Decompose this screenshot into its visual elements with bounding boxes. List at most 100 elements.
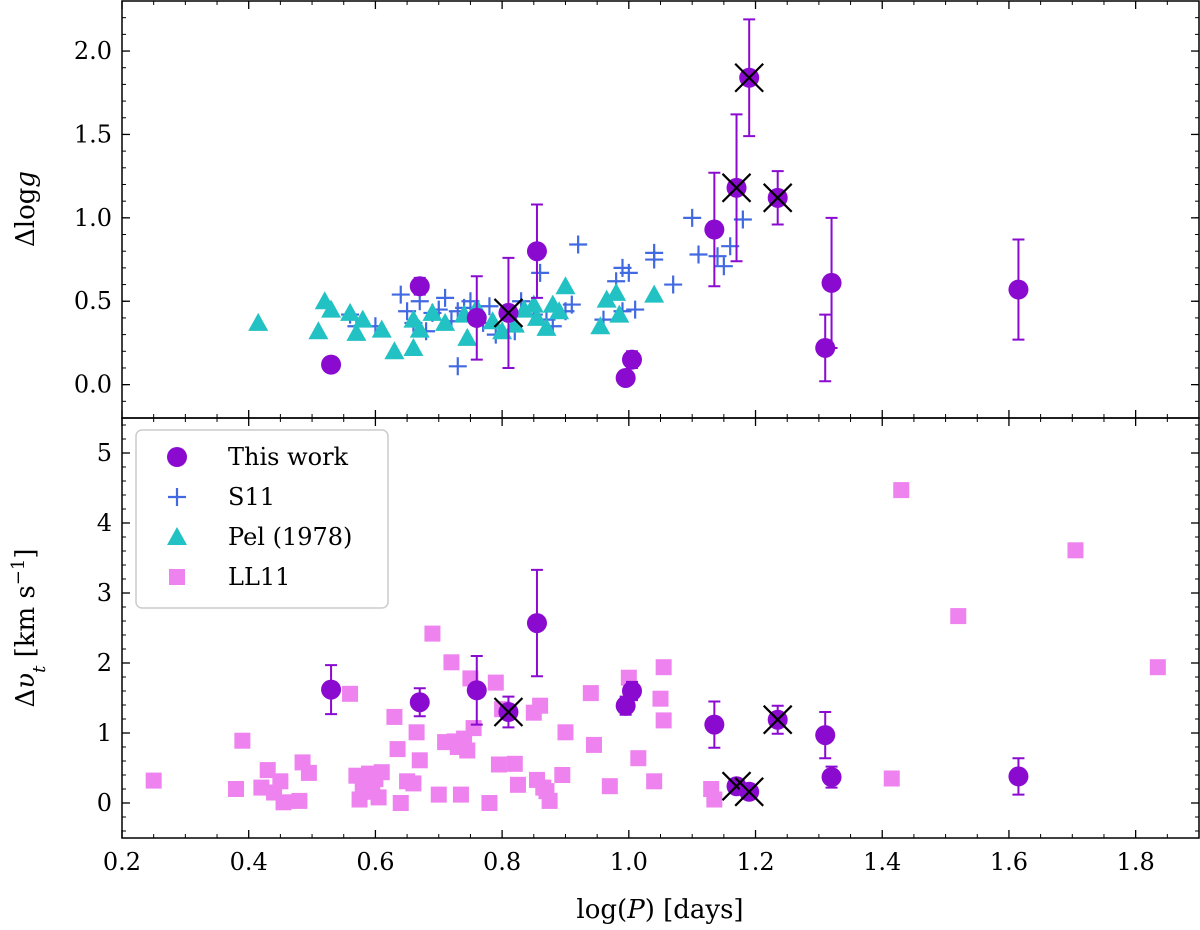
ll11-point <box>259 762 276 779</box>
y-tick-label: 2 <box>97 649 112 677</box>
ll11-point <box>272 773 289 790</box>
s11-point <box>480 297 499 316</box>
bottom-panel-ticks: 0.2 0.4 0.6 0.8 1.0 1.2 1.4 1.6 1.8 0 1 2 3 4 5 <box>97 418 1200 876</box>
y-tick-label: 1 <box>97 719 112 747</box>
y-tick-label: 4 <box>97 509 112 537</box>
ll11-point <box>386 708 403 725</box>
s11-point <box>645 243 664 262</box>
bottom-y-axis-label: Δυt [km s−1] <box>8 549 50 708</box>
this-work-point <box>621 349 642 370</box>
ll11-point <box>541 792 558 809</box>
ll11-point <box>452 786 469 803</box>
x-tick-label: 1.6 <box>990 848 1028 876</box>
s11-point <box>448 357 467 376</box>
ll11-point <box>950 608 967 625</box>
pel-1978-point <box>523 294 544 313</box>
legend-circle-marker <box>167 447 187 467</box>
ll11-point <box>275 794 292 811</box>
ll11-point <box>443 654 460 671</box>
ll11-point <box>145 772 162 789</box>
ll11-point <box>370 789 387 806</box>
bottom-panel-marks <box>145 482 1166 811</box>
flag-cross-marker <box>762 704 793 735</box>
ll11-point <box>490 756 507 773</box>
y-tick-label: 0 <box>97 789 112 817</box>
this-work-point <box>1008 766 1029 787</box>
this-work-point <box>615 367 636 388</box>
pel-1978-point <box>549 301 570 320</box>
this-work-point <box>821 767 842 788</box>
ll11-point <box>601 778 618 795</box>
ll11-point <box>424 625 441 642</box>
this-work-point <box>526 613 547 634</box>
pel-1978-point <box>596 289 617 308</box>
this-work-point <box>321 679 342 700</box>
ll11-point <box>408 724 425 741</box>
this-work-point <box>621 681 642 701</box>
pel-1978-point <box>644 284 665 303</box>
ll11-point <box>411 752 428 769</box>
pel-1978-point <box>409 319 430 338</box>
this-work-point <box>704 219 725 240</box>
ll11-point <box>234 732 251 749</box>
top-y-axis-label: Δlogg <box>11 171 41 247</box>
ll11-point <box>509 776 526 793</box>
ll11-point <box>342 685 359 702</box>
top-panel-frame <box>121 0 1200 419</box>
pel-1978-point <box>321 299 342 318</box>
s11-point <box>689 245 708 264</box>
legend-label: S11 <box>228 483 275 511</box>
pel-1978-point <box>606 282 627 301</box>
x-tick-label: 0.2 <box>103 848 141 876</box>
pel-1978-point <box>435 312 456 331</box>
ll11-point <box>405 775 422 792</box>
ll11-point <box>585 736 602 753</box>
ll11-point <box>465 720 482 737</box>
top-panel-ticks: 0.0 0.5 1.0 1.5 2.0 <box>74 0 1200 419</box>
legend-box <box>135 429 389 609</box>
s11-point <box>562 295 581 314</box>
ll11-point <box>392 795 409 811</box>
legend-items: This work S11 Pel (1978) LL11 <box>167 443 352 591</box>
ll11-point <box>652 690 669 707</box>
pel-1978-point <box>371 319 392 338</box>
this-work-point <box>1008 279 1029 300</box>
pel-1978-point <box>346 322 367 341</box>
pel-1978-point <box>609 304 630 323</box>
s11-point <box>708 247 727 266</box>
ll11-point <box>373 764 390 781</box>
ll11-point <box>1149 659 1166 676</box>
s11-point <box>436 288 455 307</box>
ll11-point <box>893 482 910 499</box>
s11-point <box>569 235 588 254</box>
ll11-point <box>300 764 317 781</box>
y-tick-label: 3 <box>97 579 112 607</box>
pel-1978-point <box>384 341 405 360</box>
ll11-point <box>253 779 270 796</box>
ll11-point <box>481 795 498 811</box>
pel-1978-point <box>248 312 269 331</box>
flag-cross-marker <box>721 173 752 203</box>
this-work-point <box>704 714 725 735</box>
y-tick-label: 5 <box>97 439 112 467</box>
y-tick-label: 0.0 <box>74 371 112 399</box>
legend: This work S11 Pel (1978) LL11 <box>135 429 389 609</box>
pel-1978-point <box>340 302 361 321</box>
flag-cross-marker <box>734 62 764 93</box>
ll11-point <box>351 791 368 808</box>
pel-1978-point <box>536 317 557 336</box>
legend-item: This work <box>167 443 349 471</box>
top-panel-marks <box>248 18 1029 388</box>
x-tick-label: 0.8 <box>483 848 521 876</box>
ll11-point <box>557 724 574 741</box>
bottom-panel: 0.2 0.4 0.6 0.8 1.0 1.2 1.4 1.6 1.8 0 1 2 3 4 5 Δυt [k… <box>8 417 1200 876</box>
legend-label: Pel (1978) <box>228 523 352 551</box>
top-panel: 0.0 0.5 1.0 1.5 2.0 Δlogg <box>11 0 1200 419</box>
s11-point <box>626 300 645 319</box>
flag-cross-marker <box>493 298 524 328</box>
ll11-point <box>291 792 308 809</box>
flag-cross-marker <box>493 697 524 727</box>
ll11-point <box>706 791 723 808</box>
legend-label: This work <box>228 443 349 471</box>
